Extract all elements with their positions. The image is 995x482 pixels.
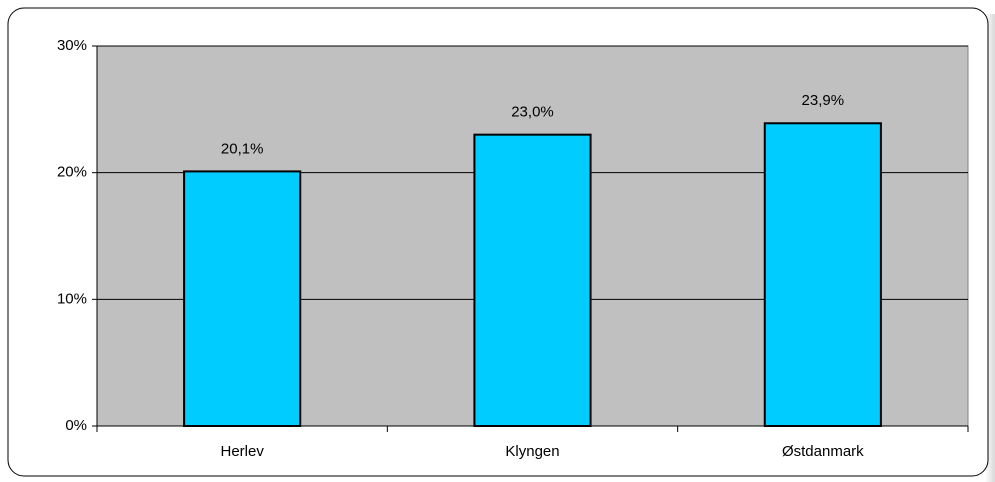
frame-shadow [985,14,995,482]
y-tick-label: 20% [57,164,87,181]
bar [473,133,592,428]
data-label: 23,0% [511,104,554,121]
y-tick-label: 10% [57,290,87,307]
bar [183,170,302,427]
bar [763,122,882,428]
x-tick-label: Østdanmark [782,443,864,460]
data-label: 23,9% [802,92,845,109]
x-tick-label: Klyngen [505,443,559,460]
data-label: 20,1% [221,140,264,157]
x-tick-label: Herlev [220,443,264,460]
y-tick-label: 30% [57,37,87,54]
y-tick-label: 0% [65,417,87,434]
